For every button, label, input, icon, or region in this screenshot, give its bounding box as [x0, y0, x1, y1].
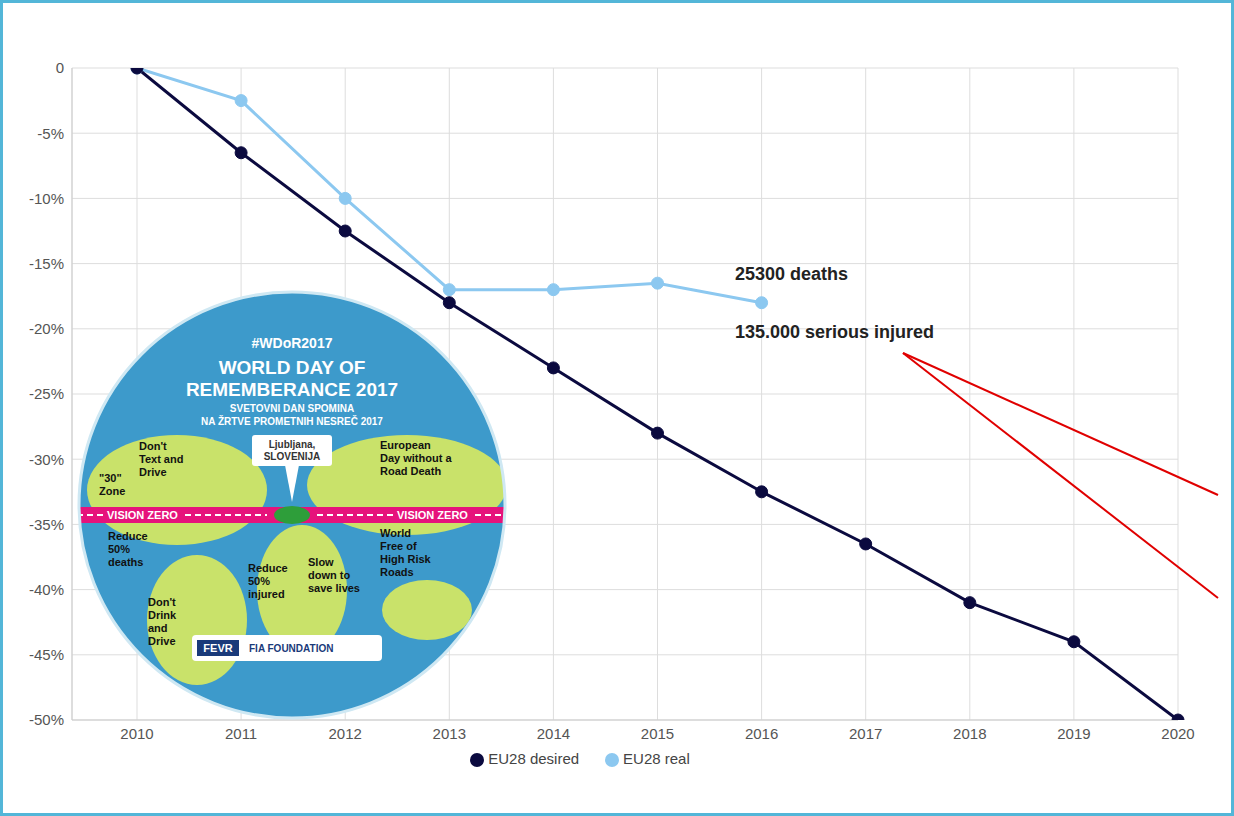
svg-text:2017: 2017: [849, 725, 882, 742]
svg-text:-20%: -20%: [29, 320, 64, 337]
svg-text:50%: 50%: [108, 543, 130, 555]
svg-text:REMEMBERANCE 2017: REMEMBERANCE 2017: [186, 379, 398, 400]
svg-text:VISION ZERO: VISION ZERO: [397, 509, 468, 521]
svg-text:-10%: -10%: [29, 190, 64, 207]
svg-text:SLOVENIJA: SLOVENIJA: [264, 451, 321, 462]
svg-text:135.000 serious injured: 135.000 serious injured: [735, 322, 934, 342]
svg-text:-15%: -15%: [29, 255, 64, 272]
svg-text:Free of: Free of: [380, 540, 417, 552]
svg-text:European: European: [380, 439, 431, 451]
svg-text:NA ŽRTVE PROMETNIH NESREČ 2017: NA ŽRTVE PROMETNIH NESREČ 2017: [201, 415, 383, 427]
svg-text:-50%: -50%: [29, 711, 64, 728]
svg-text:-5%: -5%: [37, 125, 64, 142]
svg-text:2013: 2013: [433, 725, 466, 742]
svg-text:2011: 2011: [225, 725, 257, 742]
svg-text:SVETOVNI DAN SPOMINA: SVETOVNI DAN SPOMINA: [230, 403, 354, 414]
svg-text:-40%: -40%: [29, 581, 64, 598]
svg-text:-30%: -30%: [29, 451, 64, 468]
svg-text:Ljubljana,: Ljubljana,: [269, 439, 316, 450]
svg-text:2020: 2020: [1161, 725, 1194, 742]
svg-text:Drive: Drive: [148, 635, 176, 647]
svg-text:and: and: [148, 622, 168, 634]
svg-text:2010: 2010: [120, 725, 153, 742]
svg-text:2014: 2014: [537, 725, 570, 742]
svg-text:WORLD DAY OF: WORLD DAY OF: [219, 357, 366, 378]
svg-text:Roads: Roads: [380, 566, 414, 578]
svg-text:Text and: Text and: [139, 453, 183, 465]
svg-text:down to: down to: [308, 569, 350, 581]
svg-text:Reduce: Reduce: [108, 530, 148, 542]
svg-text:FIA FOUNDATION: FIA FOUNDATION: [249, 643, 333, 654]
svg-text:#WDoR2017: #WDoR2017: [252, 335, 333, 351]
svg-text:World: World: [380, 527, 411, 539]
svg-text:save lives: save lives: [308, 582, 360, 594]
html-text:EU28 desired: EU28 desired: [488, 750, 580, 767]
svg-text:0: 0: [56, 59, 64, 76]
html-text:EU28 real: EU28 real: [623, 750, 690, 767]
svg-text:2016: 2016: [745, 725, 778, 742]
svg-text:-25%: -25%: [29, 385, 64, 402]
svg-text:Drink: Drink: [148, 609, 177, 621]
svg-text:Road Death: Road Death: [380, 465, 441, 477]
svg-text:Slow: Slow: [308, 556, 334, 568]
svg-text:2019: 2019: [1057, 725, 1090, 742]
svg-text:"30": "30": [99, 472, 122, 484]
svg-text:Drive: Drive: [139, 466, 167, 478]
svg-text:VISION ZERO: VISION ZERO: [107, 509, 178, 521]
svg-text:-45%: -45%: [29, 646, 64, 663]
svg-text:Reduce: Reduce: [248, 562, 288, 574]
svg-text:High Risk: High Risk: [380, 553, 432, 565]
svg-text:deaths: deaths: [108, 556, 143, 568]
svg-text:25300 deaths: 25300 deaths: [735, 264, 848, 284]
svg-text:FEVR: FEVR: [203, 642, 232, 654]
svg-text:Don't: Don't: [139, 440, 167, 452]
svg-text:50%: 50%: [248, 575, 270, 587]
svg-text:injured: injured: [248, 588, 285, 600]
svg-text:2012: 2012: [329, 725, 362, 742]
svg-text:Don't: Don't: [148, 596, 176, 608]
svg-text:Zone: Zone: [99, 485, 125, 497]
svg-text:2015: 2015: [641, 725, 674, 742]
svg-text:Day without a: Day without a: [380, 452, 452, 464]
svg-text:-35%: -35%: [29, 516, 64, 533]
svg-text:2018: 2018: [953, 725, 986, 742]
